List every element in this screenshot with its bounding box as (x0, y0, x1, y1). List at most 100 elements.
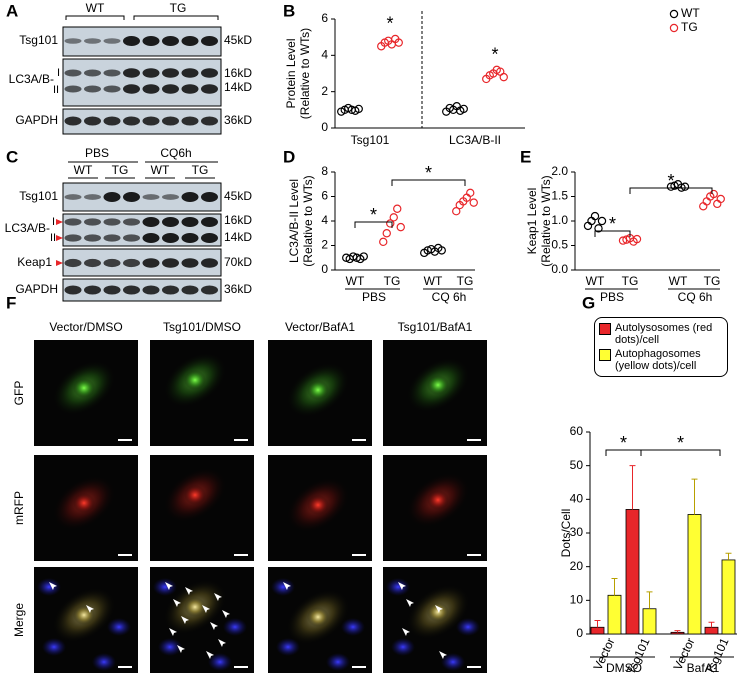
error-bar (646, 591, 653, 609)
cell-center (184, 597, 206, 617)
cell-center (427, 602, 449, 622)
group-label: CQ 6h (678, 290, 713, 304)
x-tick-label: WT (669, 274, 688, 288)
size-label: 14kD (224, 230, 252, 244)
y-tick-label: 1.0 (551, 213, 568, 227)
arrowhead (165, 582, 173, 590)
blot-band (201, 285, 218, 295)
y-axis-label: Keap1 Level (525, 188, 539, 255)
data-point (716, 194, 725, 204)
blot-band (162, 116, 179, 126)
blot-panel (62, 58, 222, 107)
x-tick-label: WT (424, 274, 443, 288)
data-point (702, 197, 711, 206)
arrowhead (222, 610, 230, 618)
blot-band (162, 217, 179, 227)
error-bar (691, 478, 698, 515)
band-label: II (50, 232, 56, 244)
group-label: WT (151, 163, 170, 177)
treatment-label: CQ6h (160, 146, 191, 160)
data-point (713, 199, 722, 209)
arrowhead (86, 605, 94, 613)
data-point (590, 211, 600, 221)
nucleus (107, 618, 131, 636)
x-tick-label: LC3A/B-II (449, 133, 501, 147)
scale-bar (118, 666, 132, 668)
y-tick-label: 8 (321, 164, 328, 178)
significance-label: * (370, 205, 377, 225)
x-tick-label: Tsg101 (351, 133, 390, 147)
y-tick-label: 0.0 (551, 262, 568, 276)
legend-label: Autolysosomes (red dots)/cell (615, 322, 713, 346)
blot-band (201, 116, 218, 126)
blot-band (162, 233, 179, 243)
error-bar (629, 465, 636, 510)
data-point (597, 216, 607, 226)
group-label: PBS (600, 290, 624, 304)
y-tick-label: 6 (321, 11, 328, 25)
significance-bracket (629, 187, 713, 194)
y-axis-label: LC3A/B-II Level (287, 179, 301, 263)
data-point (680, 182, 690, 191)
blot-band (103, 285, 121, 295)
nucleus (158, 638, 182, 656)
data-point (632, 234, 642, 244)
column-label: Tsg101/BafA1 (398, 320, 473, 334)
blot-band (142, 68, 160, 78)
blot-band (123, 68, 140, 78)
row-label: LC3A/B- (9, 72, 54, 86)
data-point (587, 216, 596, 226)
treatment-label: PBS (85, 146, 109, 160)
panel-letter: G (582, 293, 595, 312)
legend-entry: Autophagosomes (yellow dots)/cell (599, 348, 723, 372)
data-point (389, 213, 398, 222)
legend-label: Autophagosomes (yellow dots)/cell (615, 348, 701, 372)
column-label: Vector/BafA1 (285, 320, 355, 334)
blot-band (123, 192, 140, 202)
y-tick-label: 2 (321, 84, 328, 98)
group-label: TG (192, 163, 209, 177)
arrowhead (206, 651, 214, 659)
y-tick-label: 2 (321, 238, 328, 252)
legend-label: TG (681, 20, 698, 34)
blot-band (64, 116, 82, 126)
row-label: GAPDH (15, 113, 58, 127)
arrowhead (169, 628, 177, 636)
blot-band (64, 85, 82, 93)
blot-band (201, 36, 218, 46)
blot-band (181, 258, 199, 268)
cell-center (307, 607, 329, 627)
significance-label: * (677, 433, 684, 453)
nucleus (208, 653, 232, 671)
x-tick-label: TG (704, 274, 721, 288)
scale-bar (467, 439, 481, 441)
error-bar (594, 620, 601, 628)
blot-band (181, 192, 199, 202)
significance-bracket (354, 221, 393, 228)
blot-band (103, 69, 121, 77)
arrowhead (218, 639, 226, 647)
row-label: LC3A/B- (5, 221, 50, 235)
scale-bar (118, 554, 132, 556)
bar (607, 594, 622, 635)
group-label: BafA1 (687, 661, 720, 675)
arrowhead (439, 651, 447, 659)
y-tick-label: 60 (570, 424, 584, 438)
y-tick-label: 40 (570, 492, 584, 506)
row-label: Tsg101 (19, 33, 58, 47)
row-label: Merge (12, 603, 26, 637)
blot-band (64, 258, 82, 268)
bar (670, 631, 685, 635)
size-label: 36kD (224, 113, 252, 127)
blot-band (142, 233, 160, 243)
size-label: 45kD (224, 33, 252, 47)
blot-band (123, 116, 140, 126)
blot-band (142, 217, 160, 227)
blot-band (142, 36, 160, 46)
data-point (437, 246, 446, 255)
arrowhead (185, 587, 193, 595)
arrowhead (177, 645, 185, 653)
cell-center (184, 370, 206, 390)
arrowhead (210, 622, 218, 630)
panel-letter: B (283, 1, 295, 20)
